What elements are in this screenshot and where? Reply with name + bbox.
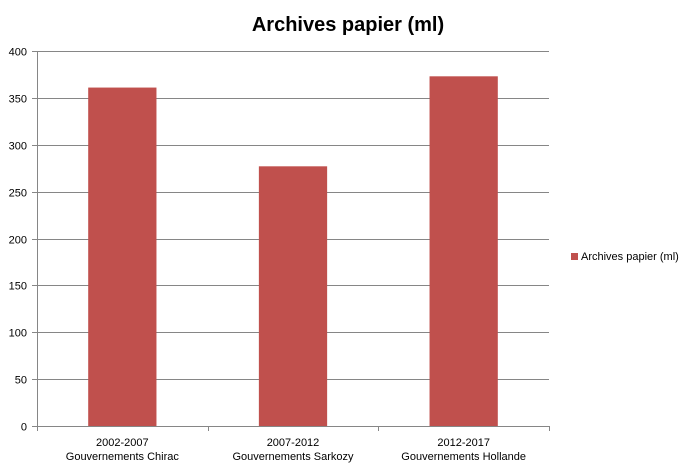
- y-tick-label: 400: [9, 47, 27, 59]
- bar: [429, 76, 498, 426]
- y-tick-label: 150: [9, 281, 27, 293]
- y-tick-label: 350: [9, 94, 27, 106]
- bar: [88, 87, 157, 426]
- y-tick-label: 50: [15, 375, 27, 387]
- x-category-label: Gouvernements Chirac: [66, 451, 180, 463]
- legend: Archives papier (ml): [571, 251, 679, 263]
- x-category-label: 2002-2007: [96, 437, 149, 449]
- legend-swatch: [571, 253, 578, 260]
- axes: [37, 51, 550, 431]
- y-tick-label: 200: [9, 235, 27, 247]
- x-axis-categories: 2002-2007 Gouvernements Chirac 2007-2012 Go…: [66, 437, 526, 463]
- y-tick-label: 250: [9, 188, 27, 200]
- legend-label: Archives papier (ml): [581, 251, 679, 263]
- bar: [258, 166, 328, 426]
- y-tick-label: 100: [9, 328, 27, 340]
- x-category-label: Gouvernements Sarkozy: [232, 451, 354, 463]
- y-tick-label: 0: [21, 422, 27, 434]
- chart-title: Archives papier (ml): [252, 14, 444, 36]
- y-axis-ticks: 0 50 100 150 200 250 300 350 400: [9, 47, 37, 434]
- y-tick-label: 300: [9, 141, 27, 153]
- x-category-label: 2012-2017: [437, 437, 490, 449]
- x-category-label: 2007-2012: [267, 437, 320, 449]
- bars: [88, 76, 498, 426]
- x-category-label: Gouvernements Hollande: [401, 451, 526, 463]
